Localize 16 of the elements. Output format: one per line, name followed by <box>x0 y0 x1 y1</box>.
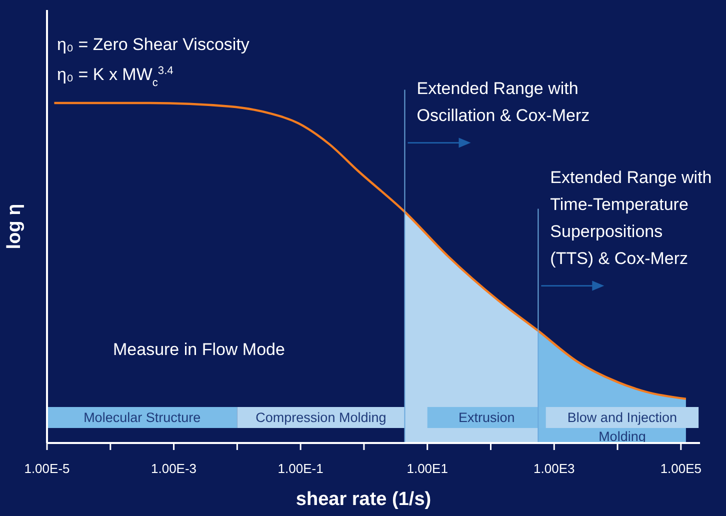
ref-line-label: Extended Range with Time-Temperature Superpositions (TTS) & Cox-Merz <box>550 168 712 268</box>
x-tick-label: 1.00E-5 <box>24 461 70 476</box>
x-tick-label: 1.00E-1 <box>278 461 324 476</box>
y-axis-title: log η <box>4 204 25 250</box>
band-label: Extrusion <box>458 410 515 425</box>
ref-line-label: Extended Range with Oscillation & Cox-Merz <box>416 78 590 125</box>
x-axis-title: shear rate (1/s) <box>296 489 432 510</box>
annotation: Measure in Flow Mode <box>113 340 285 359</box>
text: η₀ = Zero Shear Viscosity <box>57 35 250 54</box>
x-tick-label: 1.00E3 <box>534 461 575 476</box>
x-tick-label: 1.00E5 <box>660 461 702 476</box>
band-label: Blow and Injection Molding <box>567 410 678 444</box>
band-label: Compression Molding <box>256 410 386 425</box>
x-tick-label: 1.00E-3 <box>151 461 197 476</box>
band-label: Molecular Structure <box>84 410 201 425</box>
x-tick-label: 1.00E1 <box>406 461 448 476</box>
